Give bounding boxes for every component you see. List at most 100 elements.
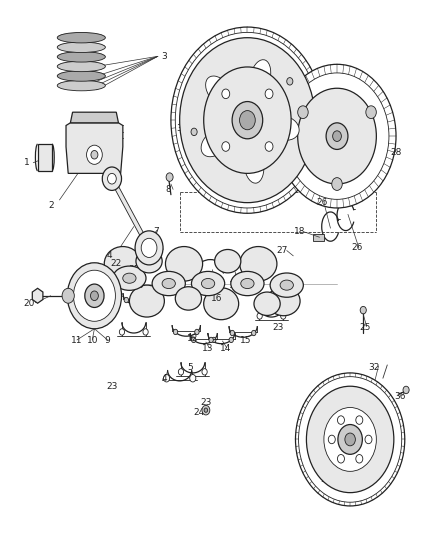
Text: 26: 26: [351, 244, 362, 253]
Text: 22: 22: [111, 260, 122, 268]
Circle shape: [278, 64, 396, 208]
Ellipse shape: [244, 146, 264, 183]
Circle shape: [209, 337, 213, 343]
Text: 30: 30: [215, 49, 227, 58]
Circle shape: [87, 145, 102, 164]
Circle shape: [108, 173, 116, 184]
Text: 25: 25: [360, 323, 371, 332]
Text: 4: 4: [107, 252, 113, 260]
Text: 1: 1: [24, 158, 29, 167]
Circle shape: [360, 306, 366, 314]
Circle shape: [324, 408, 376, 471]
Text: 27: 27: [277, 246, 288, 255]
Circle shape: [365, 435, 372, 443]
Ellipse shape: [57, 33, 106, 43]
Ellipse shape: [240, 247, 277, 281]
Circle shape: [124, 297, 128, 303]
Text: 32: 32: [368, 363, 380, 372]
Ellipse shape: [280, 280, 293, 290]
Circle shape: [332, 131, 341, 141]
Ellipse shape: [191, 271, 225, 296]
Circle shape: [230, 330, 234, 336]
Text: 15: 15: [240, 336, 251, 345]
Circle shape: [175, 33, 320, 208]
Ellipse shape: [201, 129, 230, 157]
Circle shape: [287, 78, 293, 85]
Circle shape: [212, 337, 216, 343]
Circle shape: [285, 73, 389, 199]
Circle shape: [178, 369, 184, 375]
Ellipse shape: [254, 292, 280, 316]
Ellipse shape: [250, 60, 271, 95]
Circle shape: [191, 337, 196, 343]
Circle shape: [191, 128, 197, 135]
Circle shape: [74, 270, 115, 321]
Circle shape: [299, 377, 402, 502]
Text: 31: 31: [176, 124, 187, 133]
Circle shape: [222, 89, 230, 99]
Circle shape: [251, 330, 256, 336]
Polygon shape: [32, 288, 43, 303]
Text: 36: 36: [395, 392, 406, 401]
Ellipse shape: [123, 273, 136, 283]
Circle shape: [232, 102, 263, 139]
Ellipse shape: [57, 61, 106, 71]
Circle shape: [281, 313, 286, 319]
Circle shape: [257, 313, 262, 319]
Circle shape: [119, 329, 124, 335]
Circle shape: [102, 167, 121, 190]
Circle shape: [338, 424, 362, 454]
Circle shape: [240, 110, 255, 130]
Ellipse shape: [57, 71, 106, 81]
Circle shape: [163, 375, 170, 382]
Circle shape: [141, 238, 157, 257]
Text: 20: 20: [23, 299, 35, 308]
Circle shape: [67, 263, 121, 329]
Text: 18: 18: [294, 228, 306, 237]
Text: 11: 11: [71, 336, 83, 345]
Circle shape: [296, 373, 405, 506]
Ellipse shape: [205, 76, 232, 106]
Circle shape: [171, 27, 324, 213]
Circle shape: [204, 67, 291, 173]
Text: 14: 14: [220, 344, 231, 353]
Circle shape: [204, 408, 208, 413]
Circle shape: [356, 455, 363, 463]
Text: 24: 24: [194, 408, 205, 417]
Circle shape: [345, 433, 355, 446]
Text: 2: 2: [48, 201, 53, 210]
Circle shape: [328, 435, 335, 443]
Ellipse shape: [270, 273, 304, 297]
Circle shape: [143, 329, 148, 335]
Text: 3: 3: [162, 52, 167, 61]
Text: 7: 7: [153, 228, 159, 237]
Circle shape: [91, 150, 98, 159]
Text: 10: 10: [86, 336, 98, 345]
Circle shape: [173, 329, 178, 335]
Circle shape: [307, 386, 394, 492]
Ellipse shape: [57, 52, 106, 62]
Ellipse shape: [162, 278, 175, 288]
Circle shape: [202, 406, 210, 415]
Ellipse shape: [57, 80, 106, 91]
Text: 8: 8: [166, 185, 172, 194]
Polygon shape: [71, 112, 118, 123]
Circle shape: [298, 106, 308, 118]
Circle shape: [62, 288, 74, 303]
Ellipse shape: [152, 271, 185, 296]
Circle shape: [337, 455, 344, 463]
Circle shape: [265, 142, 273, 151]
Ellipse shape: [129, 285, 164, 317]
Text: 17: 17: [229, 280, 240, 289]
Text: 5: 5: [188, 363, 194, 372]
Circle shape: [265, 89, 273, 99]
Circle shape: [135, 231, 163, 265]
Ellipse shape: [231, 271, 264, 296]
Ellipse shape: [136, 249, 162, 273]
Circle shape: [190, 375, 196, 382]
Ellipse shape: [166, 247, 203, 281]
Ellipse shape: [204, 288, 239, 320]
Ellipse shape: [113, 266, 146, 290]
Circle shape: [337, 416, 344, 424]
Text: 19: 19: [71, 299, 83, 308]
